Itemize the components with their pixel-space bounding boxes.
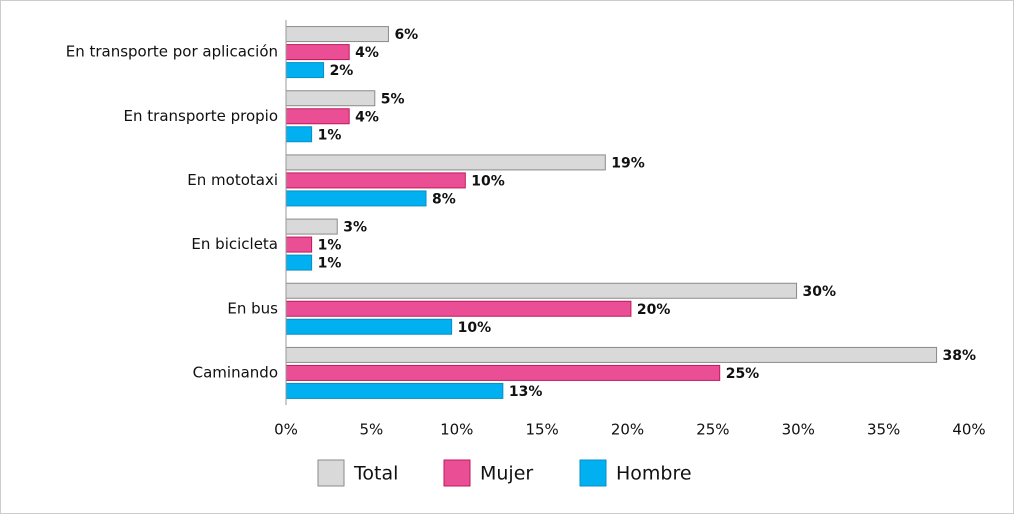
bar	[285, 300, 632, 317]
legend-label: Mujer	[480, 463, 533, 485]
x-tick-label: 30%	[782, 421, 815, 439]
y-tick-label: En mototaxi	[187, 171, 278, 189]
value-label: 8%	[432, 191, 456, 207]
legend-label: Hombre	[616, 463, 692, 485]
value-label: 1%	[318, 256, 342, 272]
bar	[285, 318, 453, 335]
y-tick-label: En transporte propio	[124, 107, 278, 125]
bar	[285, 44, 350, 61]
value-label: 38%	[943, 348, 977, 364]
value-label: 5%	[381, 91, 405, 107]
bar	[285, 190, 427, 207]
value-label: 10%	[471, 173, 505, 189]
value-label: 25%	[726, 366, 760, 382]
y-tick-label: Caminando	[193, 363, 278, 381]
bar	[285, 108, 350, 125]
bar	[285, 172, 466, 189]
value-label: 20%	[637, 302, 671, 318]
bar	[285, 154, 606, 171]
bar	[285, 218, 338, 235]
y-tick-label: En transporte por aplicación	[66, 43, 278, 61]
y-tick-label: En bicicleta	[191, 235, 278, 253]
legend-label: Total	[353, 463, 398, 485]
value-label: 10%	[458, 320, 492, 336]
value-label: 3%	[343, 220, 367, 236]
bar	[285, 364, 721, 381]
bar	[285, 282, 798, 299]
bar	[285, 126, 313, 143]
value-label: 1%	[318, 127, 342, 143]
value-label: 1%	[318, 238, 342, 254]
bar	[285, 90, 376, 107]
legend-swatch	[317, 459, 345, 487]
x-tick-label: 5%	[359, 421, 383, 439]
x-tick-label: 40%	[952, 421, 985, 439]
bar	[285, 254, 313, 271]
bar	[285, 346, 938, 363]
value-label: 13%	[509, 384, 543, 400]
value-label: 4%	[355, 45, 379, 61]
legend-swatch	[443, 459, 471, 487]
x-tick-label: 0%	[274, 421, 298, 439]
x-tick-label: 35%	[867, 421, 900, 439]
bar	[285, 382, 504, 399]
y-tick-label: En bus	[227, 299, 278, 317]
value-label: 2%	[330, 63, 354, 79]
value-label: 4%	[355, 109, 379, 125]
value-label: 30%	[803, 284, 837, 300]
x-tick-label: 15%	[525, 421, 558, 439]
x-tick-label: 10%	[440, 421, 473, 439]
legend-swatch	[579, 459, 607, 487]
bar	[285, 26, 389, 43]
bar	[285, 236, 313, 253]
x-tick-label: 25%	[696, 421, 729, 439]
value-label: 6%	[394, 27, 418, 43]
x-tick-label: 20%	[611, 421, 644, 439]
value-label: 19%	[611, 155, 645, 171]
bar	[285, 62, 325, 79]
